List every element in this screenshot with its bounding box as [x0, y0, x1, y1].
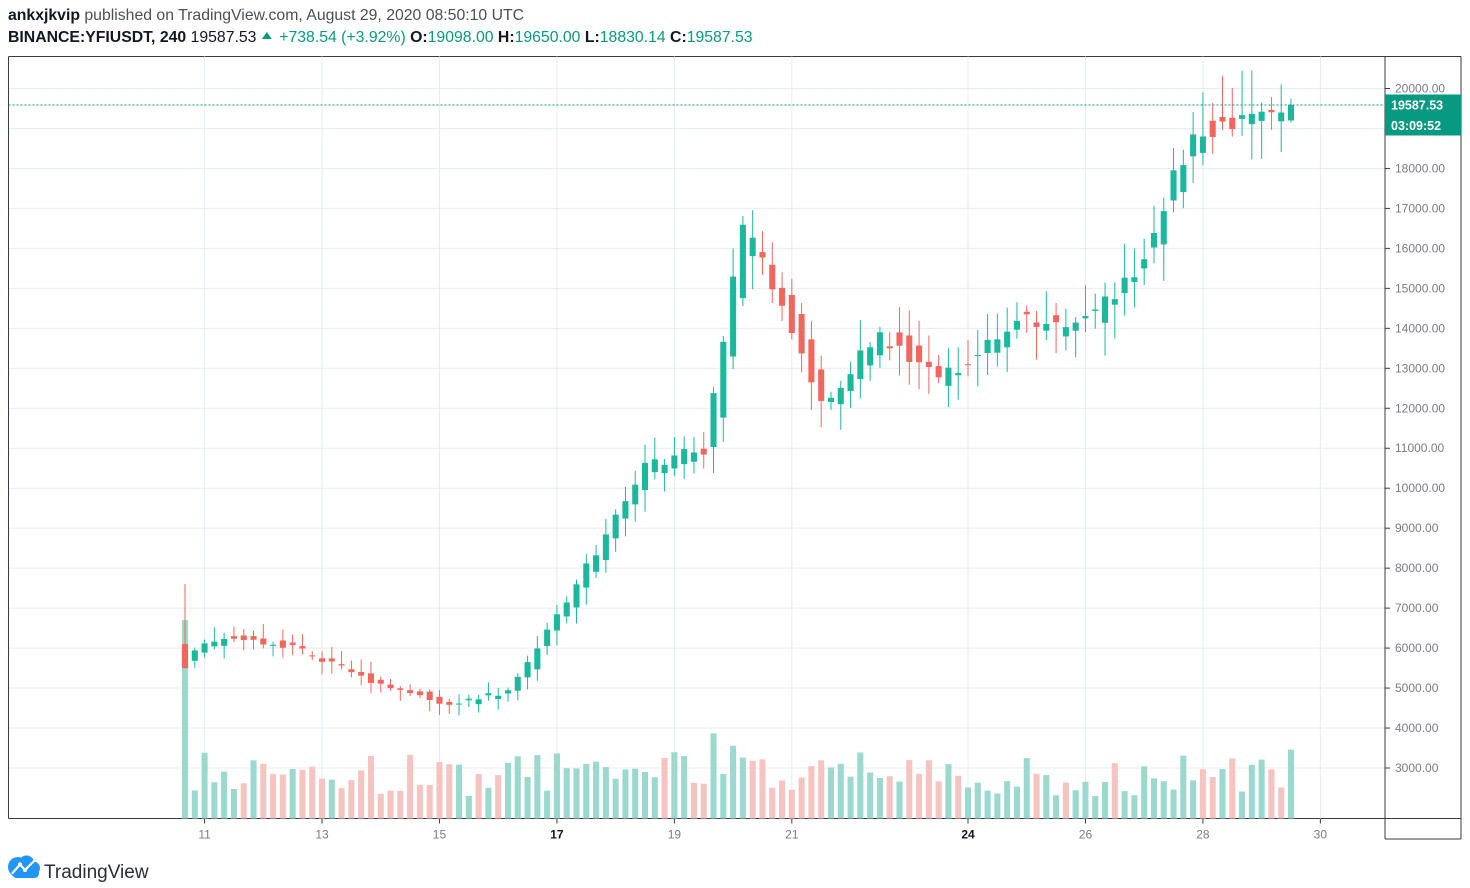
svg-text:15000.00: 15000.00 [1395, 281, 1445, 295]
svg-text:ankxjkvip: ankxjkvip [8, 7, 80, 24]
svg-text:19: 19 [668, 828, 682, 842]
svg-text:O:: O: [410, 29, 428, 46]
svg-text:03:09:52: 03:09:52 [1391, 119, 1441, 133]
svg-text:4000.00: 4000.00 [1395, 721, 1439, 735]
svg-text:13000.00: 13000.00 [1395, 361, 1445, 375]
svg-text:L:: L: [580, 29, 599, 46]
svg-text:17: 17 [550, 828, 564, 842]
svg-text:9000.00: 9000.00 [1395, 521, 1439, 535]
svg-text:3000.00: 3000.00 [1395, 761, 1439, 775]
svg-text:19587.53: 19587.53 [186, 29, 261, 46]
svg-text:16000.00: 16000.00 [1395, 241, 1445, 255]
svg-text:8000.00: 8000.00 [1395, 561, 1439, 575]
svg-text:13: 13 [315, 828, 329, 842]
svg-text:19587.53: 19587.53 [687, 29, 753, 46]
svg-text:15: 15 [433, 828, 447, 842]
svg-text:19587.53: 19587.53 [1391, 98, 1443, 112]
svg-text:26: 26 [1079, 828, 1093, 842]
svg-text:19650.00: 19650.00 [515, 29, 581, 46]
svg-text:5000.00: 5000.00 [1395, 681, 1439, 695]
svg-text:TradingView: TradingView [44, 862, 149, 883]
svg-text:14000.00: 14000.00 [1395, 321, 1445, 335]
svg-text:7000.00: 7000.00 [1395, 601, 1439, 615]
svg-text:18000.00: 18000.00 [1395, 161, 1445, 175]
svg-text:published on TradingView.com,: published on TradingView.com, August 29,… [80, 7, 524, 24]
svg-text:H:: H: [494, 29, 515, 46]
svg-text:11: 11 [198, 828, 211, 842]
svg-text:6000.00: 6000.00 [1395, 641, 1439, 655]
svg-text:+738.54 (+3.92%): +738.54 (+3.92%) [275, 29, 410, 46]
svg-text:17000.00: 17000.00 [1395, 201, 1445, 215]
svg-text:BINANCE:YFIUSDT, 240: BINANCE:YFIUSDT, 240 [8, 29, 186, 46]
svg-text:28: 28 [1196, 828, 1210, 842]
svg-text:21: 21 [785, 828, 799, 842]
svg-text:12000.00: 12000.00 [1395, 401, 1445, 415]
svg-text:20000.00: 20000.00 [1395, 82, 1445, 96]
svg-text:19098.00: 19098.00 [428, 29, 494, 46]
svg-text:24: 24 [961, 828, 975, 842]
svg-text:18830.14: 18830.14 [600, 29, 666, 46]
svg-text:10000.00: 10000.00 [1395, 481, 1445, 495]
svg-text:11000.00: 11000.00 [1395, 441, 1444, 455]
svg-text:30: 30 [1314, 828, 1328, 842]
svg-text:C:: C: [666, 29, 687, 46]
